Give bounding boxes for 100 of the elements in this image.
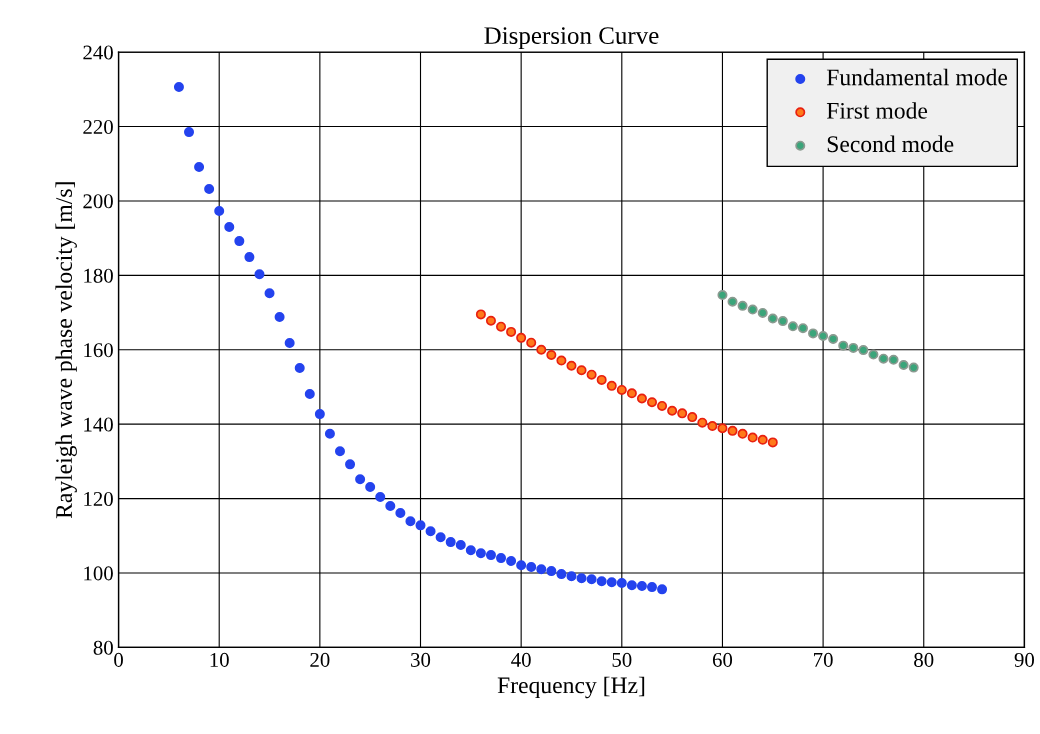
- point: [868, 349, 879, 360]
- point: [264, 288, 275, 299]
- point: [908, 362, 919, 373]
- point: [586, 369, 597, 380]
- x-tick-label: 0: [114, 652, 123, 667]
- point: [576, 365, 587, 376]
- point: [224, 221, 235, 232]
- point: [173, 82, 184, 93]
- point: [475, 548, 486, 559]
- point: [516, 332, 527, 343]
- point: [717, 423, 728, 434]
- x-tick-label: 90: [1014, 652, 1035, 667]
- legend-label: Second mode: [827, 135, 954, 153]
- point: [596, 374, 607, 385]
- point: [324, 428, 335, 439]
- point: [677, 408, 688, 419]
- point: [808, 328, 819, 339]
- point: [516, 560, 527, 571]
- point: [485, 315, 496, 326]
- point: [506, 556, 517, 567]
- point: [556, 355, 567, 366]
- y-axis-title: Rayleigh wave phase velocity [m/s]: [55, 182, 77, 519]
- point: [888, 354, 899, 365]
- point: [586, 574, 597, 585]
- x-tick-label: 50: [612, 652, 632, 667]
- point: [566, 571, 577, 582]
- point: [767, 313, 778, 324]
- point: [294, 362, 305, 373]
- point: [556, 569, 567, 580]
- point: [184, 127, 195, 138]
- point: [828, 333, 839, 344]
- point: [536, 564, 547, 575]
- point: [657, 400, 668, 411]
- point: [304, 389, 315, 400]
- point: [546, 566, 557, 577]
- point: [797, 323, 808, 334]
- point: [616, 384, 627, 395]
- point: [314, 409, 325, 420]
- point: [506, 326, 517, 337]
- point: [204, 184, 215, 195]
- point: [345, 459, 356, 470]
- y-tick-label: 140: [84, 417, 113, 432]
- point: [375, 492, 386, 503]
- point: [818, 330, 829, 341]
- point: [435, 532, 446, 543]
- point: [194, 162, 205, 173]
- point: [848, 342, 859, 353]
- point: [646, 582, 658, 593]
- x-tick-label: 40: [511, 652, 531, 667]
- point: [496, 553, 507, 564]
- point: [646, 397, 658, 408]
- point: [687, 412, 698, 423]
- y-tick-label: 180: [84, 268, 113, 283]
- point: [858, 345, 869, 356]
- point: [385, 501, 396, 512]
- point: [596, 576, 607, 587]
- chart-title: Dispersion Curve: [484, 27, 659, 50]
- point: [767, 437, 778, 448]
- point: [898, 360, 909, 371]
- point: [566, 360, 577, 371]
- point: [787, 321, 798, 332]
- point: [606, 577, 617, 588]
- point: [254, 269, 265, 280]
- x-tick-label: 30: [411, 652, 431, 667]
- point: [355, 474, 366, 485]
- point: [284, 338, 295, 349]
- point: [475, 309, 486, 320]
- point: [395, 508, 406, 519]
- point: [526, 337, 537, 348]
- point: [485, 550, 496, 561]
- x-axis-title: Frequency [Hz]: [497, 676, 645, 699]
- legend-label: Fundamental mode: [826, 68, 1008, 86]
- point: [657, 584, 668, 595]
- point: [757, 434, 768, 445]
- x-tick-label: 80: [914, 652, 934, 667]
- point: [606, 380, 617, 391]
- point: [626, 388, 637, 399]
- y-tick-label: 80: [93, 640, 113, 655]
- point: [455, 540, 466, 551]
- point: [214, 205, 225, 216]
- point: [616, 578, 627, 589]
- y-tick-label: 160: [84, 343, 113, 358]
- point: [878, 353, 889, 364]
- point: [274, 312, 285, 323]
- point: [747, 432, 758, 443]
- point: [496, 321, 507, 332]
- y-tick-label: 200: [83, 194, 113, 209]
- point: [244, 252, 255, 263]
- point: [365, 482, 376, 493]
- point: [425, 526, 436, 537]
- point: [636, 393, 647, 404]
- point: [415, 520, 426, 531]
- point: [757, 307, 768, 318]
- point: [405, 516, 416, 527]
- point: [234, 236, 245, 247]
- point: [717, 290, 728, 301]
- x-tick-label: 60: [712, 652, 733, 667]
- point: [576, 573, 587, 584]
- point: [777, 316, 788, 327]
- x-tick-label: 20: [310, 652, 330, 667]
